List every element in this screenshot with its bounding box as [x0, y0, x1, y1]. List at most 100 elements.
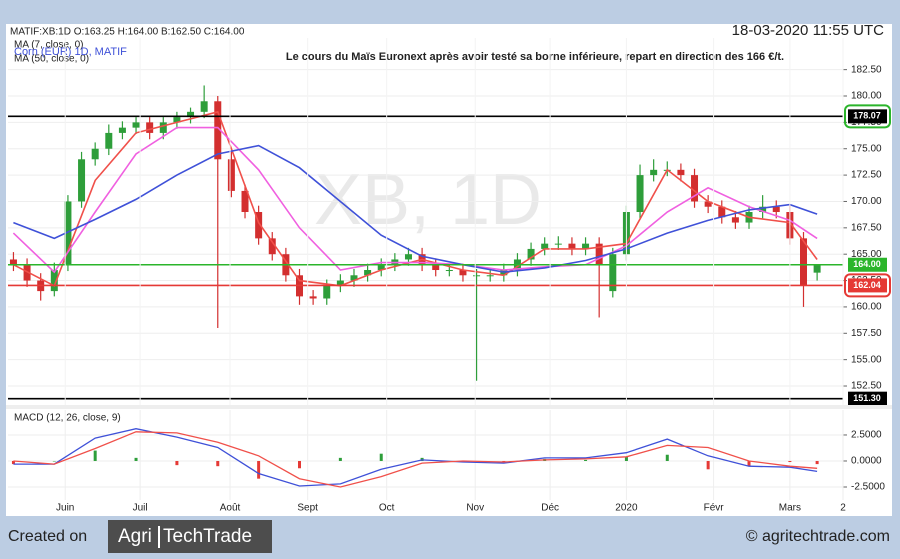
candle-body — [799, 238, 807, 286]
x-tick-label: Juin — [56, 503, 74, 514]
ticker-info: MATIF:XB:1D O:163.25 H:164.00 B:162.50 C… — [10, 27, 245, 38]
candle-body — [200, 101, 208, 112]
level-label: 162.04 — [853, 280, 881, 290]
candle-body — [173, 117, 181, 123]
level-label: 178.07 — [853, 111, 881, 121]
candle-body — [146, 122, 154, 133]
y-tick-label: 160.00 — [851, 302, 882, 313]
candle-body — [227, 159, 235, 191]
histogram-bar — [11, 460, 15, 465]
x-tick-label: Févr — [704, 503, 725, 514]
candle-body — [677, 169, 685, 176]
y-tick-label: 182.50 — [851, 64, 882, 75]
histogram-bar — [747, 460, 751, 467]
macd-line — [13, 428, 818, 487]
y-tick-label: 165.00 — [851, 249, 882, 260]
panel-separator — [6, 405, 892, 409]
candle-body — [118, 127, 126, 133]
site-credit: © agritechtrade.com — [746, 528, 890, 545]
histogram-bar — [216, 460, 220, 467]
chart-title: Le cours du Maïs Euronext après avoir te… — [286, 51, 784, 63]
x-tick-label: 2 — [840, 503, 846, 514]
histogram-bar — [134, 457, 138, 461]
watermark: XB, 1D — [314, 160, 542, 240]
candle-body — [350, 275, 358, 281]
histogram-bar — [788, 460, 792, 463]
candle-body — [595, 243, 603, 265]
level-outline — [844, 104, 891, 129]
candle-body — [377, 264, 385, 271]
candle-body — [364, 270, 372, 276]
candle-body — [255, 212, 263, 239]
y-tick-label: 167.50 — [851, 222, 882, 233]
candle-body — [704, 201, 712, 207]
histogram-bar — [257, 460, 261, 479]
candle-body — [527, 248, 535, 260]
candle-body — [105, 132, 113, 149]
candle-body — [473, 275, 481, 277]
candle-body — [159, 122, 167, 133]
x-tick-label: Oct — [379, 503, 395, 514]
candle-body — [132, 122, 140, 128]
candle-body — [813, 264, 821, 273]
logo-right: TechTrade — [163, 526, 252, 547]
candle-body — [78, 159, 86, 202]
y-tick-label: 157.50 — [851, 328, 882, 339]
candle-body — [432, 264, 440, 271]
candle-body — [241, 190, 249, 213]
candle-body — [404, 254, 412, 260]
x-tick-label: Juil — [133, 503, 148, 514]
candle-body — [187, 111, 195, 118]
candle-body — [609, 254, 617, 292]
macd-title: MACD (12, 26, close, 9) — [14, 413, 121, 424]
histogram-bar — [706, 460, 710, 470]
logo-box — [108, 520, 272, 553]
moving-average-line — [13, 144, 818, 273]
candle-body — [214, 101, 222, 160]
timestamp: 18-03-2020 11:55 UTC — [732, 22, 884, 39]
level-label-box — [848, 391, 887, 406]
candle-body — [568, 243, 576, 249]
histogram-bar — [584, 459, 588, 461]
candle-body — [636, 175, 644, 213]
moving-average-line — [13, 110, 818, 287]
level-label-box — [848, 257, 887, 272]
legend-entry: MA (50, close, 0) — [14, 54, 89, 65]
histogram-bar — [93, 450, 97, 461]
histogram-bar — [175, 460, 179, 466]
histogram-bar — [665, 454, 669, 461]
candle-body — [459, 270, 467, 276]
created-on: Created on — [8, 528, 87, 545]
logo-divider — [158, 526, 160, 548]
x-tick-label: Nov — [466, 503, 484, 514]
x-tick-label: Mars — [779, 503, 801, 514]
level-label-box — [848, 109, 887, 124]
logo-left: Agri — [118, 526, 152, 547]
candle-body — [486, 275, 494, 277]
x-tick-label: Août — [220, 503, 241, 514]
candle-body — [445, 270, 453, 272]
candle-body — [541, 243, 549, 249]
histogram-bar — [52, 460, 56, 462]
candle-body — [50, 270, 58, 292]
candle-body — [691, 175, 699, 202]
macd-line — [13, 431, 818, 488]
y-tick-label: 2.5000 — [851, 430, 882, 441]
candle-body — [323, 285, 331, 299]
candle-body — [91, 148, 99, 160]
candle-body — [650, 169, 658, 176]
level-label: 164.00 — [853, 259, 881, 269]
histogram-bar — [624, 456, 628, 461]
y-tick-label: 152.50 — [851, 381, 882, 392]
candle-body — [731, 217, 739, 223]
histogram-bar — [815, 460, 819, 465]
legend-title: Corn (EUR) 1D, MATIF — [14, 46, 127, 58]
level-label: 151.30 — [853, 393, 881, 403]
y-tick-label: -2.5000 — [851, 482, 885, 493]
histogram-bar — [298, 460, 302, 469]
level-outline — [844, 273, 891, 298]
candle-body — [309, 296, 317, 299]
candle-body — [554, 243, 562, 245]
